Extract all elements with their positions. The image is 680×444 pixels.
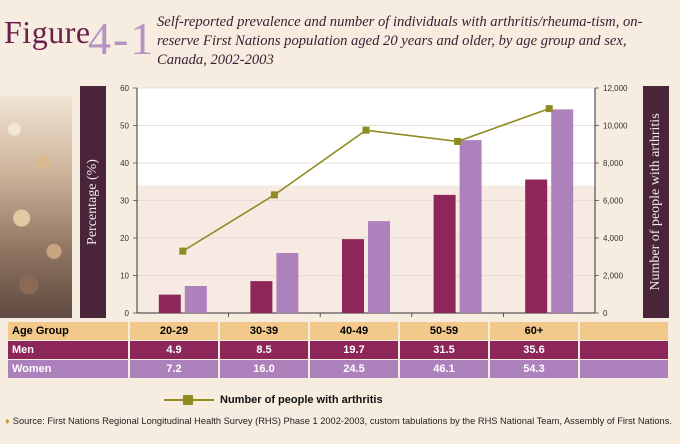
table-row-women: Women 7.2 16.0 24.5 46.1 54.3 [8, 360, 668, 378]
women-cell: 16.0 [220, 360, 308, 378]
women-cell: 24.5 [310, 360, 398, 378]
bar-men [158, 294, 181, 313]
legend-line-marker [164, 393, 214, 407]
men-cell: 35.6 [490, 341, 578, 359]
right-tick-label: 8,000 [603, 159, 624, 168]
bar-men [250, 281, 273, 313]
age-group-header: Age Group [8, 322, 128, 340]
age-group-cell: 60+ [490, 322, 578, 340]
age-group-cell: 20-29 [130, 322, 218, 340]
figure-number: 4-1 [88, 13, 156, 64]
empty-cell [580, 360, 668, 378]
left-tick-label: 30 [120, 197, 129, 206]
right-tick-label: 6,000 [603, 197, 624, 206]
bar-women [184, 286, 207, 313]
women-cell: 46.1 [400, 360, 488, 378]
legend-label: Number of people with arthritis [220, 394, 383, 406]
figure-word: Figure [4, 14, 91, 50]
arthritis-count-point [270, 191, 278, 199]
bar-women [551, 109, 574, 313]
source-text: Source: First Nations Regional Longitudi… [12, 416, 672, 426]
left-tick-label: 20 [120, 234, 129, 243]
left-tick-label: 50 [120, 122, 129, 131]
empty-cell [580, 322, 668, 340]
women-label: Women [8, 360, 128, 378]
bar-men [433, 194, 456, 313]
crowd-photo [0, 96, 72, 318]
arthritis-count-point [545, 105, 553, 113]
left-axis-label-panel: Percentage (%) [80, 86, 106, 318]
women-cell: 7.2 [130, 360, 218, 378]
right-tick-label: 12,000 [603, 84, 628, 93]
left-tick-label: 40 [120, 159, 129, 168]
men-cell: 4.9 [130, 341, 218, 359]
legend: Number of people with arthritis [164, 393, 383, 407]
age-group-cell: 40-49 [310, 322, 398, 340]
right-tick-label: 2,000 [603, 272, 624, 281]
arthritis-count-point [362, 126, 370, 134]
data-table: Age Group 20-29 30-39 40-49 50-59 60+ Me… [6, 321, 670, 379]
men-cell: 31.5 [400, 341, 488, 359]
table-row-age-group: Age Group 20-29 30-39 40-49 50-59 60+ [8, 322, 668, 340]
left-tick-label: 60 [120, 84, 129, 93]
bar-men [525, 179, 548, 313]
bar-men [342, 239, 364, 313]
men-label: Men [8, 341, 128, 359]
age-group-cell: 50-59 [400, 322, 488, 340]
bar-women [368, 221, 390, 313]
source-bullet-icon: ♦ [5, 416, 10, 426]
bar-women [276, 253, 299, 313]
arthritis-count-point [454, 137, 462, 145]
right-axis-label-panel: Number of people with arthritis [643, 86, 669, 318]
chart-title: Self-reported prevalence and number of i… [157, 14, 643, 68]
table-row-men: Men 4.9 8.5 19.7 31.5 35.6 [8, 341, 668, 359]
bar-women [459, 140, 482, 313]
left-tick-label: 0 [125, 309, 130, 318]
empty-cell [580, 341, 668, 359]
age-group-cell: 30-39 [220, 322, 308, 340]
right-tick-label: 0 [603, 309, 608, 318]
left-tick-label: 10 [120, 272, 129, 281]
right-tick-label: 10,000 [603, 122, 628, 131]
source-note: ♦ Source: First Nations Regional Longitud… [5, 415, 673, 427]
right-tick-label: 4,000 [603, 234, 624, 243]
arthritis-count-point [179, 247, 187, 255]
men-cell: 19.7 [310, 341, 398, 359]
chart-svg: 0 10 20 30 40 50 60 0 2,000 4,000 6,000 8,000 10,000… [120, 84, 628, 318]
plot-shaded-band [137, 185, 595, 313]
women-cell: 54.3 [490, 360, 578, 378]
men-cell: 8.5 [220, 341, 308, 359]
